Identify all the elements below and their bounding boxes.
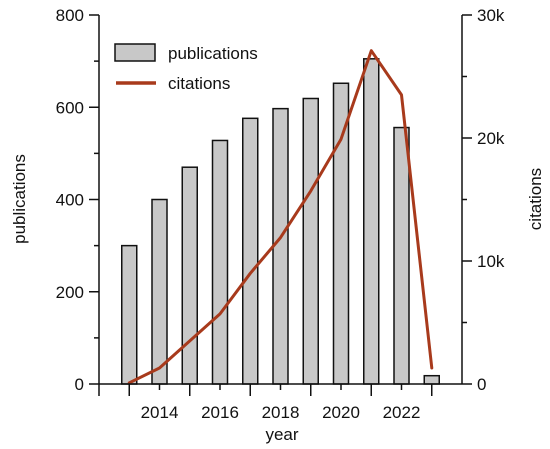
- bar-publications-2017: [242, 117, 259, 385]
- citations-line: [127, 49, 434, 385]
- y2-tick-label-30k: 30k: [477, 6, 505, 25]
- line-layer: [127, 49, 434, 385]
- x-tick-label-2020: 2020: [322, 403, 360, 422]
- y-tick-label-400: 400: [56, 191, 84, 210]
- ticks-group: 2014 2016 2018 2020 2022 0 200 400 600 800 0 10k 20k…: [56, 6, 505, 422]
- y-tick-label-600: 600: [56, 98, 84, 117]
- bars-group: [121, 58, 440, 385]
- x-tick-label-2022: 2022: [383, 403, 421, 422]
- bar-publications-2014: [151, 198, 168, 385]
- y-tick-label-800: 800: [56, 6, 84, 25]
- bar-publications-2023: [423, 374, 440, 385]
- y-tick-label-200: 200: [56, 283, 84, 302]
- y2-tick-label-0: 0: [477, 375, 486, 394]
- bar-publications-2015: [181, 166, 198, 385]
- x-tick-label-2014: 2014: [141, 403, 179, 422]
- x-tick-label-2018: 2018: [262, 403, 300, 422]
- x-axis-title: year: [265, 425, 298, 444]
- x-tick-label-2016: 2016: [201, 403, 239, 422]
- y-axis-title: publications: [10, 154, 29, 244]
- y2-tick-label-10k: 10k: [477, 252, 505, 271]
- bar-publications-2021: [363, 58, 380, 385]
- bar-publications-2016: [211, 139, 229, 385]
- bar-publications-2019: [302, 97, 319, 385]
- y2-tick-label-20k: 20k: [477, 129, 505, 148]
- legend-swatch-publications: [114, 43, 156, 62]
- bar-publications-2013: [121, 244, 138, 385]
- legend: publications citations: [114, 43, 258, 93]
- bar-publications-2018: [272, 107, 289, 385]
- legend-label-citations: citations: [168, 74, 230, 93]
- bar-publications-2022: [393, 126, 410, 385]
- y2-axis-title: citations: [526, 168, 545, 230]
- legend-label-publications: publications: [168, 44, 258, 63]
- y-tick-label-0: 0: [75, 375, 84, 394]
